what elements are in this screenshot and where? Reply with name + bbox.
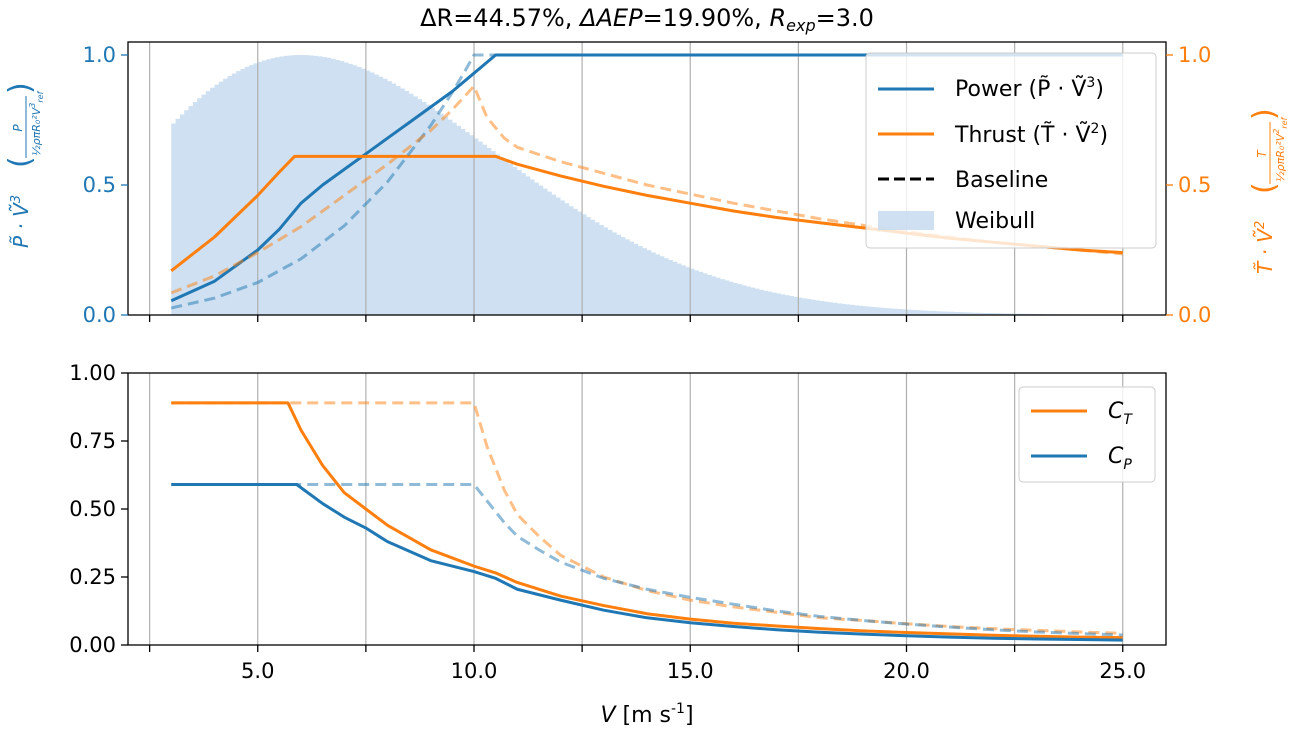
svg-text:T̃ · Ṽ2: T̃ · Ṽ2 [1253, 221, 1277, 274]
svg-text:): ) [1247, 108, 1282, 120]
x-tick-label: 5.0 [241, 659, 274, 683]
svg-text:½ρπR₀²V2ref: ½ρπR₀²V2ref [1272, 116, 1289, 182]
y-tick-label: 0.50 [69, 497, 116, 521]
figure-title: ΔR=44.57%, ΔAEP=19.90%, Rexp=3.0 [420, 4, 874, 35]
legend-item-weibull: Weibull [878, 209, 1035, 234]
legend-label-baseline: Baseline [955, 168, 1048, 193]
legend-swatch-weibull [878, 211, 934, 230]
top-right-yticks: 0.0 0.5 1.0 [1166, 43, 1211, 327]
top-left-ylabel: P̃ · Ṽ3 ( P ½ρπR₀²V3ref ) [3, 82, 45, 248]
y-tick-label: 1.0 [83, 43, 116, 67]
weibull-bars [171, 55, 1123, 316]
bottom-xlabel: V [m s-1] [600, 701, 693, 728]
bottom-plot-frame [127, 372, 1167, 646]
series-line-c-p [171, 483, 1123, 642]
y-tick-label: 0.0 [83, 303, 116, 327]
y-tick-label: 1.0 [1178, 43, 1211, 67]
bottom-gridlines [149, 373, 1124, 645]
legend-item-thrust: Thrust (T̃ · Ṽ2) [878, 121, 1108, 148]
series-line-power-baseline [170, 53, 1123, 310]
legend-label-cp: CP [1108, 444, 1132, 473]
legend-item-baseline: Baseline [878, 168, 1048, 193]
top-panel: 0.0 0.5 1.0 0.0 0.5 1.0 P̃ · Ṽ3 ( P ½ρπR₀²V3… [3, 41, 1289, 327]
legend-label-weibull: Weibull [955, 209, 1035, 234]
legend-label-power: Power (P̃ · Ṽ3) [955, 75, 1104, 102]
legend-label-thrust: Thrust (T̃ · Ṽ2) [954, 121, 1108, 148]
x-tick-label: 25.0 [1099, 659, 1146, 683]
bottom-yticks: 0.00 0.25 0.50 0.75 1.00 [69, 361, 128, 657]
legend-label-ct: CT [1108, 399, 1133, 428]
svg-text:P: P [11, 124, 25, 132]
svg-text:(: ( [3, 156, 38, 168]
legend-item-power: Power (P̃ · Ṽ3) [878, 75, 1104, 102]
top-legend: Power (P̃ · Ṽ3) Thrust (T̃ · Ṽ2) Baselin… [865, 52, 1157, 249]
series-line-c-t-baseline [171, 401, 1123, 635]
top-plot-frame [127, 41, 1167, 316]
top-legend-frame [865, 52, 1157, 249]
top-right-ylabel: T̃ · Ṽ2 ( T ½ρπR₀²V2ref ) [1247, 108, 1289, 274]
series-line-c-p-baseline [171, 483, 1123, 637]
top-xticks [148, 315, 1124, 322]
y-tick-label: 0.0 [1178, 303, 1211, 327]
bottom-xticks: 5.0 10.0 15.0 20.0 25.0 [148, 645, 1146, 683]
y-tick-label: 1.00 [69, 361, 116, 385]
x-tick-label: 15.0 [667, 659, 714, 683]
bottom-series-lines [171, 401, 1123, 642]
bottom-legend-frame [1018, 386, 1156, 483]
bottom-legend: CT CP [1018, 386, 1156, 483]
x-tick-label: 20.0 [883, 659, 930, 683]
top-left-yticks: 0.0 0.5 1.0 [83, 43, 128, 327]
y-tick-label: 0.25 [69, 565, 116, 589]
y-tick-label: 0.5 [83, 173, 116, 197]
y-tick-label: 0.75 [69, 429, 116, 453]
svg-text:(: ( [1247, 182, 1282, 194]
y-tick-label: 0.00 [69, 633, 116, 657]
series-line-c-t [171, 401, 1123, 640]
legend-item-cp: CP [1031, 444, 1132, 473]
weibull-histogram [171, 55, 1123, 316]
series-line-power-p- [170, 53, 1123, 303]
svg-text:T: T [1255, 149, 1269, 158]
svg-text:): ) [3, 82, 38, 94]
legend-item-ct: CT [1031, 399, 1133, 428]
series-line-thrust-baseline [170, 84, 1123, 295]
bottom-panel: 0.00 0.25 0.50 0.75 1.00 5.0 10.0 15.0 20.0 25.0… [69, 361, 1167, 728]
y-tick-label: 0.5 [1178, 173, 1211, 197]
svg-text:½ρπR₀²V3ref: ½ρπR₀²V3ref [28, 90, 45, 156]
svg-text:P̃ · Ṽ3: P̃ · Ṽ3 [9, 195, 33, 248]
x-tick-label: 10.0 [451, 659, 498, 683]
